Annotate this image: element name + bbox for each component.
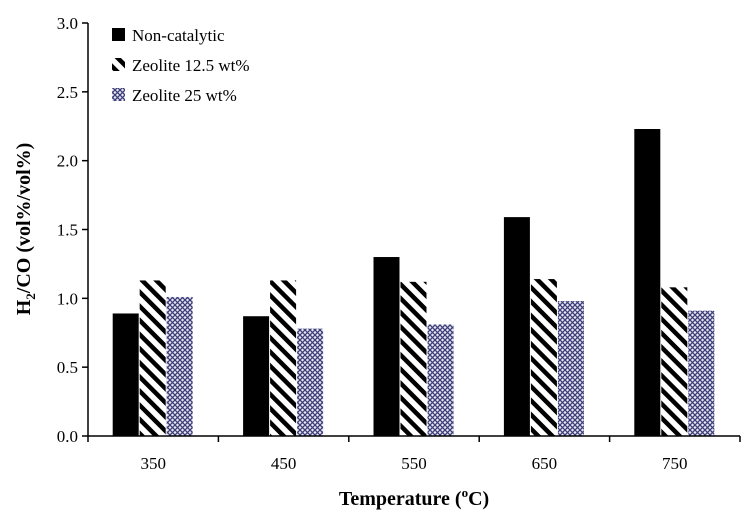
x-axis-title: Temperature (oC) — [339, 485, 489, 510]
x-tick-label: 750 — [662, 454, 688, 473]
y-tick-label: 2.5 — [57, 83, 78, 102]
bar-non-catalytic-750 — [634, 129, 661, 436]
legend-label: Zeolite 25 wt% — [132, 86, 237, 105]
y-tick-label: 0.5 — [57, 358, 78, 377]
y-tick-label: 3.0 — [57, 14, 78, 33]
x-tick-label: 650 — [532, 454, 558, 473]
y-axis-title: H2/CO (vol%/vol%) — [13, 143, 38, 316]
y-tick-label: 1.5 — [57, 221, 78, 240]
legend-swatch — [112, 28, 125, 41]
x-tick-label: 550 — [401, 454, 427, 473]
bar-non-catalytic-350 — [112, 313, 139, 436]
x-ticks: 350 450 550 650 750 — [87, 436, 741, 473]
bar-non-catalytic-650 — [503, 217, 530, 436]
bar-zeolite-12-5-wt--550 — [400, 281, 427, 436]
x-tick-label: 350 — [140, 454, 166, 473]
y-tick-label: 1.0 — [57, 289, 78, 308]
legend-swatch — [112, 58, 125, 71]
bar-non-catalytic-450 — [243, 316, 270, 436]
bar-zeolite-25-wt--350 — [166, 296, 193, 436]
legend: Non-catalytic Zeolite 12.5 wt% Zeolite 25 … — [112, 26, 250, 105]
bar-zeolite-25-wt--750 — [688, 310, 715, 436]
bar-zeolite-12-5-wt--750 — [661, 287, 688, 436]
x-tick-label: 450 — [271, 454, 297, 473]
y-tick-label: 0.0 — [57, 427, 78, 446]
legend-label: Zeolite 12.5 wt% — [132, 56, 250, 75]
bars-group — [112, 129, 715, 436]
bar-zeolite-12-5-wt--350 — [139, 280, 166, 436]
bar-non-catalytic-550 — [373, 257, 400, 436]
bar-zeolite-12-5-wt--650 — [530, 279, 557, 436]
bar-zeolite-25-wt--550 — [427, 324, 454, 436]
legend-label: Non-catalytic — [132, 26, 225, 45]
bar-zeolite-25-wt--450 — [297, 328, 324, 436]
bar-zeolite-25-wt--650 — [557, 301, 584, 436]
y-tick-label: 2.0 — [57, 152, 78, 171]
legend-swatch — [112, 88, 125, 101]
y-ticks: 0.0 0.5 1.0 1.5 2.0 2.5 3.0 — [57, 14, 88, 446]
bar-zeolite-12-5-wt--450 — [270, 280, 297, 436]
